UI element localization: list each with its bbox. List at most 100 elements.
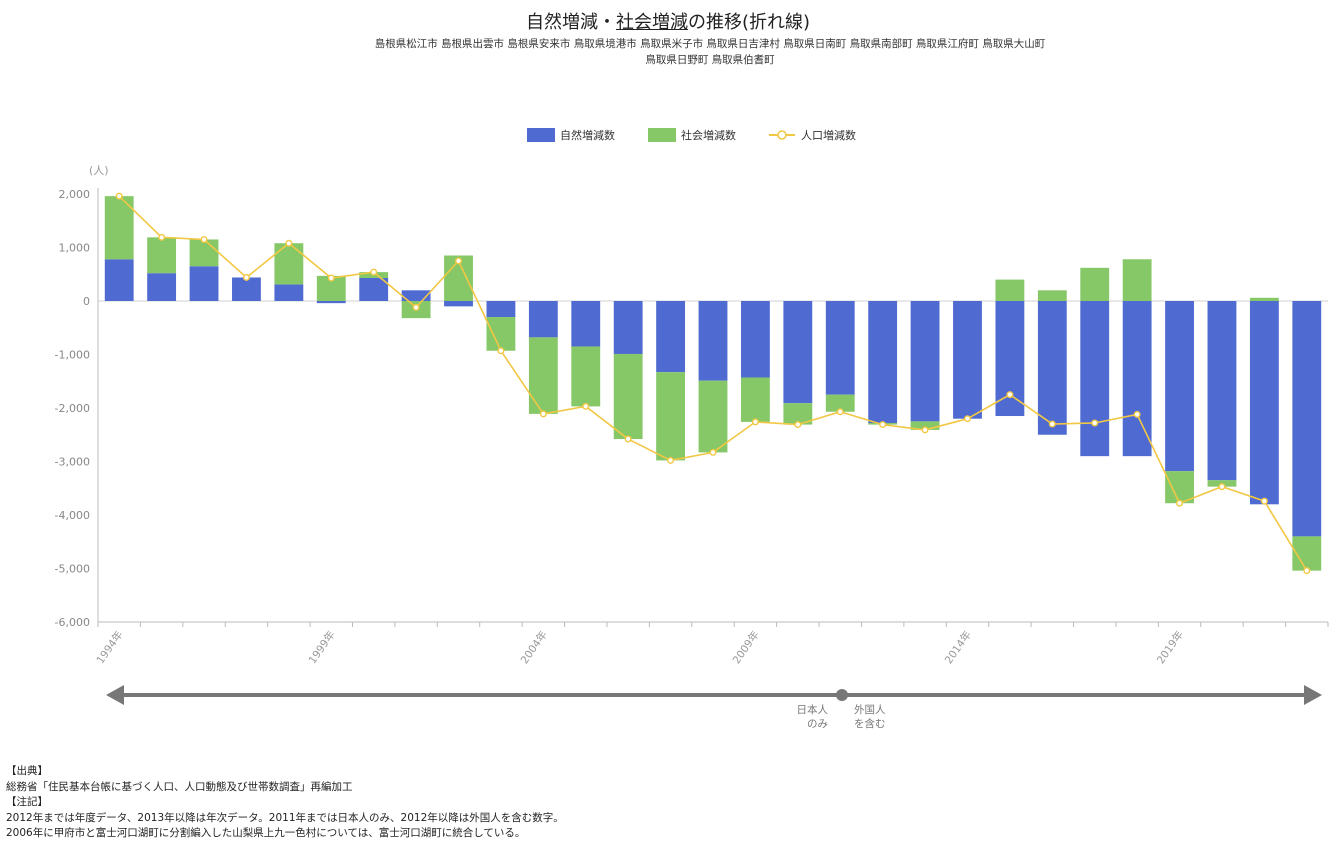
- bar-natural: [1249, 301, 1279, 505]
- bar-natural: [189, 266, 219, 301]
- y-tick-label: -5,000: [55, 563, 90, 576]
- population-point: [751, 418, 759, 426]
- y-tick-label: -3,000: [55, 456, 90, 469]
- population-point: [1006, 391, 1014, 399]
- population-point: [963, 415, 971, 423]
- x-tick-label: 1994年: [94, 628, 126, 666]
- bar-natural: [1122, 301, 1152, 457]
- population-point: [1176, 499, 1184, 507]
- y-tick-label: -2,000: [55, 402, 90, 415]
- region-list-line-1: 島根県松江市 島根県出雲市 島根県安来市 鳥取県境港市 鳥取県米子市 鳥取県日吉…: [374, 38, 1046, 50]
- title-part-1: 自然増減・: [525, 12, 616, 33]
- population-point: [497, 347, 505, 355]
- annotation-incl-foreigners-1: 外国人: [854, 704, 886, 716]
- legend-label-population: 人口増減数: [801, 128, 856, 142]
- title-part-3: の推移(折れ線): [687, 12, 811, 33]
- legend-label-natural: 自然増減数: [560, 128, 615, 142]
- bar-social: [104, 196, 134, 260]
- bar-social: [486, 317, 516, 351]
- bar-social: [147, 237, 177, 274]
- population-point: [709, 448, 717, 456]
- note-line-2: 2006年に甲府市と富士河口湖町に分割編入した山梨県上九一色村については、富士河…: [6, 827, 526, 839]
- population-point: [1218, 483, 1226, 491]
- population-point: [327, 274, 335, 282]
- population-point: [1091, 419, 1099, 427]
- legend-label-social: 社会増減数: [681, 128, 736, 142]
- population-point: [624, 435, 632, 443]
- bar-natural: [953, 301, 982, 419]
- y-tick-label: 1,000: [59, 242, 91, 255]
- source-text: 総務省「住民基本台帳に基づく人口、人口動態及び世帯数調査」再編加工: [6, 780, 353, 793]
- x-tick-label: 2014年: [942, 628, 974, 666]
- legend-swatch-social: [648, 128, 676, 142]
- region-list-line-2: 鳥取県日野町 鳥取県伯耆町: [645, 54, 775, 66]
- bar-natural: [868, 301, 898, 423]
- x-tick-label: 1999年: [306, 628, 338, 666]
- population-point: [455, 257, 463, 265]
- bar-social: [995, 279, 1025, 301]
- bar-natural: [486, 301, 516, 318]
- bar-natural: [910, 301, 940, 422]
- bar-social: [698, 380, 728, 453]
- bar-natural: [740, 301, 770, 378]
- title-part-2: 社会増減: [615, 12, 688, 33]
- period-arrow-left-head: [106, 685, 124, 705]
- y-tick-label: -6,000: [55, 616, 90, 629]
- period-divider-dot: [836, 689, 848, 701]
- bar-natural: [444, 301, 473, 307]
- bar-natural: [1037, 301, 1067, 435]
- bar-natural: [1165, 301, 1194, 472]
- bar-natural: [528, 301, 558, 338]
- population-point: [794, 421, 802, 429]
- bar-social: [825, 394, 855, 412]
- bar-social: [528, 337, 558, 414]
- bar-natural: [104, 259, 134, 301]
- population-point: [242, 273, 250, 281]
- source-heading: 【出典】: [6, 765, 48, 777]
- population-point: [1303, 567, 1311, 575]
- bar-natural: [274, 284, 304, 301]
- population-point: [412, 303, 420, 311]
- population-point: [115, 192, 123, 200]
- x-tick-label: 2004年: [518, 628, 550, 666]
- period-arrow-right-head: [1304, 685, 1322, 705]
- annotation-incl-foreigners-2: を含む: [854, 717, 886, 730]
- bar-natural: [359, 277, 389, 301]
- bar-natural: [232, 277, 261, 301]
- population-point: [539, 410, 547, 418]
- population-point: [921, 426, 929, 434]
- bar-natural: [698, 301, 728, 381]
- bar-natural: [401, 290, 431, 301]
- y-axis-unit: (人): [89, 164, 109, 177]
- bar-natural: [571, 301, 601, 347]
- population-point: [582, 402, 590, 410]
- population-point: [1048, 420, 1056, 428]
- bar-social: [740, 377, 770, 422]
- bar-natural: [613, 301, 643, 354]
- bar-natural: [1080, 301, 1110, 457]
- bar-social: [783, 403, 813, 425]
- bar-natural: [1292, 301, 1322, 537]
- population-point: [370, 268, 378, 276]
- bar-social: [274, 243, 304, 285]
- y-tick-label: -1,000: [55, 349, 90, 362]
- chart-title: 自然増減・社会増減の推移(折れ線): [0, 8, 1336, 34]
- bar-natural: [147, 273, 177, 301]
- population-point: [285, 239, 293, 247]
- bar-social: [1165, 471, 1194, 504]
- y-tick-label: 0: [83, 295, 90, 308]
- bar-social: [571, 346, 601, 407]
- bar-natural: [316, 301, 346, 304]
- notes-heading: 【注記】: [6, 796, 48, 808]
- population-point: [200, 235, 208, 243]
- bar-social: [613, 353, 643, 440]
- bar-natural: [783, 301, 813, 404]
- notes-block: 【出典】 総務省「住民基本台帳に基づく人口、人口動態及び世帯数調査」再編加工 【…: [6, 764, 564, 842]
- bar-social: [910, 421, 940, 430]
- x-tick-label: 2019年: [1154, 628, 1186, 666]
- bar-social: [1122, 259, 1152, 301]
- y-tick-label: 2,000: [59, 188, 91, 201]
- bar-natural: [1207, 301, 1237, 481]
- bar-social: [1080, 267, 1110, 301]
- bar-social: [656, 372, 686, 461]
